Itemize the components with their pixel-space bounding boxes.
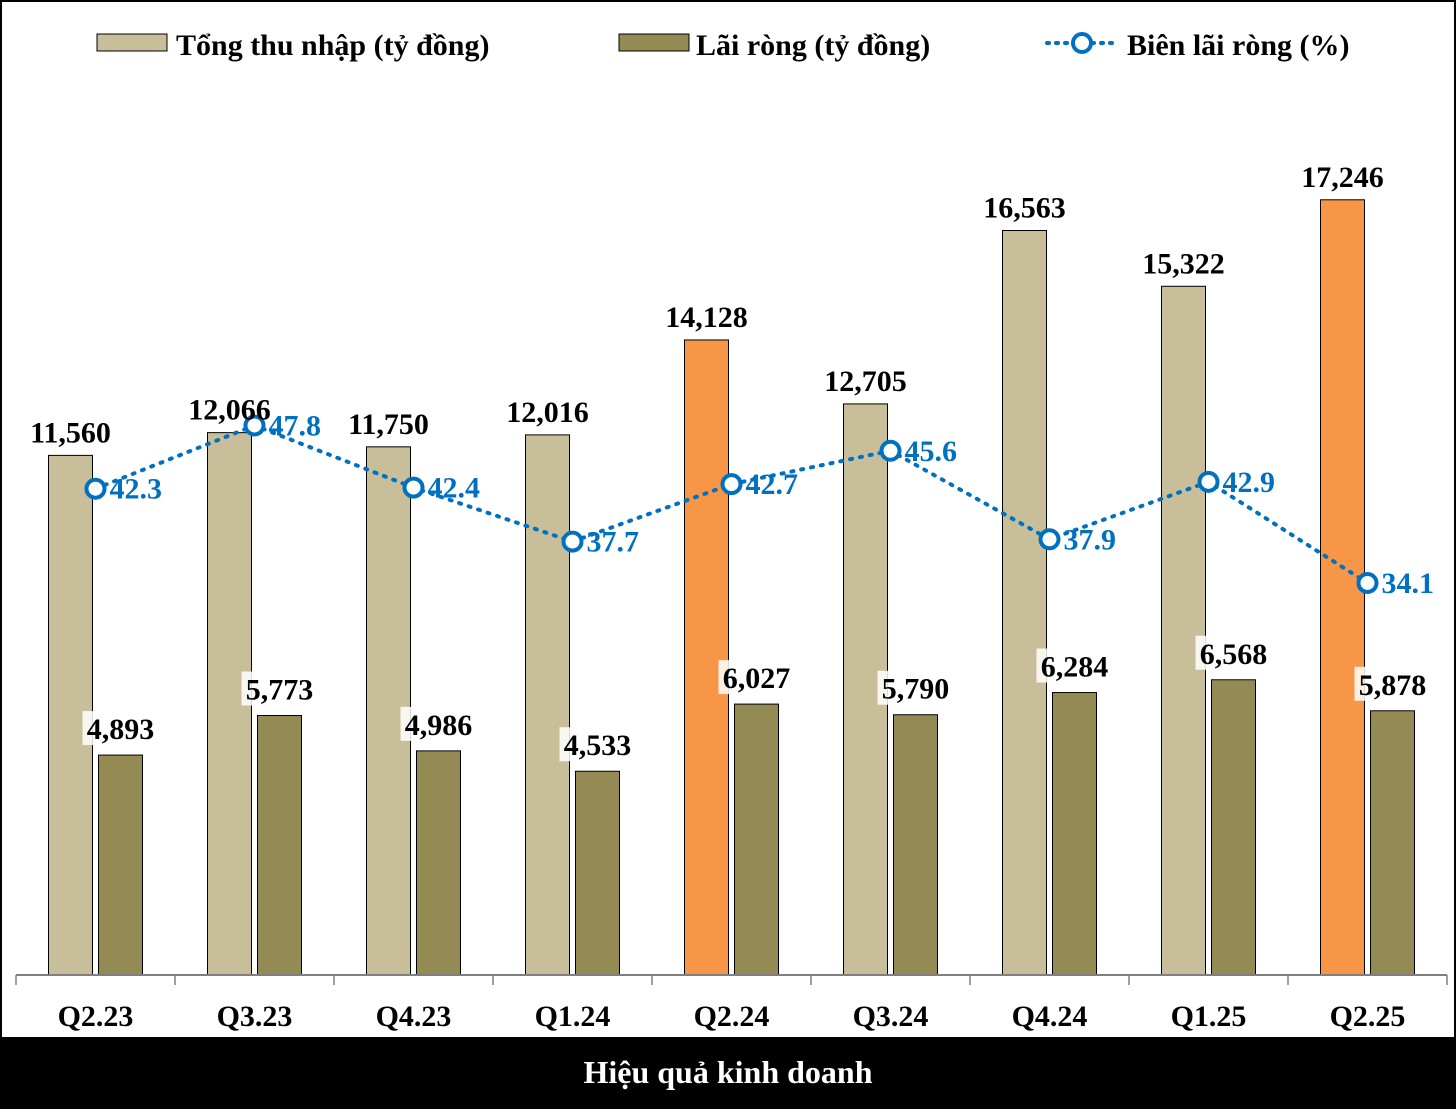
x-tick-label-Q3.24: Q3.24: [853, 1000, 929, 1033]
x-tick-label-Q1.25: Q1.25: [1171, 1000, 1247, 1033]
x-tick-label-Q4.24: Q4.24: [1012, 1000, 1088, 1033]
net-margin-point-Q2.23: [84, 477, 107, 500]
label-bg-net-profit-Q2.23: [82, 711, 159, 746]
label-net-profit-Q4.23: 4,986: [405, 709, 473, 742]
net-margin-point-Q1.25: [1197, 470, 1220, 493]
x-axis: Q2.23 Q3.23 Q4.23 Q1.24 Q2.24 Q3.24 Q4.24 Q1.25…: [15, 974, 1448, 1033]
label-bg-net-profit-Q3.23: [241, 671, 318, 706]
bar-net-profit-Q4.23: [416, 750, 461, 976]
label-total-income-Q3.24: 12,705: [824, 365, 907, 398]
label-net-profit-Q2.25: 5,878: [1359, 669, 1427, 702]
data-labels-layer: 11,560 4,893 12,066 5,773 11,750 4,986 12,016 4…: [30, 161, 1434, 762]
label-net-margin-Q1.25: 42.9: [1223, 466, 1276, 499]
legend-swatch-total-income: [96, 33, 168, 52]
label-net-margin-Q2.24: 42.7: [746, 468, 799, 501]
label-net-profit-Q3.24: 5,790: [882, 673, 950, 706]
label-net-profit-Q2.24: 6,027: [723, 662, 791, 695]
bar-net-profit-Q2.23: [98, 754, 143, 976]
legend-marker-net-margin: [1071, 32, 1093, 54]
bar-net-profit-Q2.25: [1370, 710, 1415, 976]
bar-total-income-Q4.24: [1002, 229, 1047, 976]
bar-total-income-Q2.24: [684, 339, 729, 976]
net-margin-point-Q3.24: [879, 439, 902, 462]
label-total-income-Q4.24: 16,563: [983, 191, 1066, 224]
label-total-income-Q4.23: 11,750: [348, 408, 429, 441]
label-bg-net-profit-Q4.24: [1036, 648, 1113, 683]
label-net-profit-Q1.25: 6,568: [1200, 638, 1268, 671]
label-total-income-Q1.24: 12,016: [506, 396, 589, 429]
x-tick-label-Q1.24: Q1.24: [535, 1000, 611, 1033]
legend-label-net-margin: Biên lãi ròng (%): [1127, 29, 1350, 62]
label-net-margin-Q3.23: 47.8: [269, 409, 322, 442]
bar-net-profit-Q3.24: [893, 714, 938, 976]
net-margin-line-layer: [84, 414, 1379, 594]
label-net-margin-Q2.23: 42.3: [110, 473, 163, 506]
label-total-income-Q3.23: 12,066: [188, 394, 271, 427]
net-margin-point-Q2.24: [720, 473, 743, 496]
label-net-profit-Q4.24: 6,284: [1041, 651, 1109, 684]
net-margin-point-Q3.23: [243, 414, 266, 437]
label-total-income-Q2.25: 17,246: [1301, 161, 1384, 194]
net-margin-point-Q2.25: [1356, 571, 1379, 594]
x-tick-label-Q3.23: Q3.23: [217, 1000, 293, 1033]
bar-total-income-Q2.25: [1320, 199, 1365, 976]
label-bg-net-profit-Q3.24: [877, 670, 954, 705]
label-net-profit-Q2.23: 4,893: [87, 713, 155, 746]
bar-net-profit-Q1.24: [575, 770, 620, 976]
x-tick-label-Q2.24: Q2.24: [694, 1000, 770, 1033]
bar-total-income-Q1.25: [1161, 285, 1206, 976]
label-bg-net-profit-Q1.24: [559, 727, 636, 762]
net-margin-point-Q4.24: [1038, 528, 1061, 551]
label-bg-net-profit-Q4.23: [400, 706, 477, 741]
label-total-income-Q2.24: 14,128: [665, 301, 748, 334]
label-bg-net-profit-Q2.24: [718, 660, 795, 695]
legend: Tổng thu nhập (tỷ đồng) Lãi ròng (tỷ đồn…: [96, 29, 1350, 62]
label-net-margin-Q1.24: 37.7: [587, 526, 640, 559]
legend-label-net-profit: Lãi ròng (tỷ đồng): [696, 29, 930, 62]
legend-label-total-income: Tổng thu nhập (tỷ đồng): [176, 29, 489, 62]
label-net-margin-Q2.25: 34.1: [1382, 567, 1435, 600]
footer-title: Hiệu quả kinh doanh: [2, 1037, 1454, 1107]
bar-net-profit-Q4.24: [1052, 692, 1097, 976]
net-margin-point-Q1.24: [561, 530, 584, 553]
bar-net-profit-Q1.25: [1211, 679, 1256, 976]
x-tick-label-Q4.23: Q4.23: [376, 1000, 452, 1033]
label-net-margin-Q4.24: 37.9: [1064, 523, 1117, 556]
label-net-margin-Q3.24: 45.6: [905, 435, 958, 468]
x-tick-label-Q2.23: Q2.23: [58, 1000, 134, 1033]
label-net-profit-Q3.23: 5,773: [246, 674, 314, 707]
bar-total-income-Q1.24: [525, 434, 570, 976]
legend-swatch-net-profit: [618, 33, 690, 52]
label-bg-net-profit-Q1.25: [1195, 635, 1272, 670]
label-total-income-Q2.23: 11,560: [30, 416, 111, 449]
label-net-profit-Q1.24: 4,533: [564, 729, 632, 762]
label-total-income-Q1.25: 15,322: [1142, 247, 1225, 280]
label-bg-net-profit-Q2.25: [1354, 666, 1431, 701]
label-net-margin-Q4.23: 42.4: [428, 472, 481, 505]
bar-net-profit-Q3.23: [257, 715, 302, 976]
x-tick-label-Q2.25: Q2.25: [1330, 1000, 1406, 1033]
bar-net-profit-Q2.24: [734, 703, 779, 976]
bars-layer: [48, 199, 1415, 976]
net-margin-point-Q4.23: [402, 476, 425, 499]
